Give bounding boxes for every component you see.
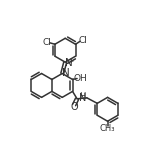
Text: Cl: Cl xyxy=(43,38,51,47)
Text: O: O xyxy=(70,102,78,112)
Text: N: N xyxy=(62,68,70,78)
Text: Cl: Cl xyxy=(79,36,87,45)
Text: N: N xyxy=(79,93,86,103)
Text: H: H xyxy=(79,92,86,101)
Text: OH: OH xyxy=(73,74,87,83)
Text: CH₃: CH₃ xyxy=(100,124,115,133)
Text: +: + xyxy=(69,59,74,64)
Text: N: N xyxy=(65,58,73,68)
